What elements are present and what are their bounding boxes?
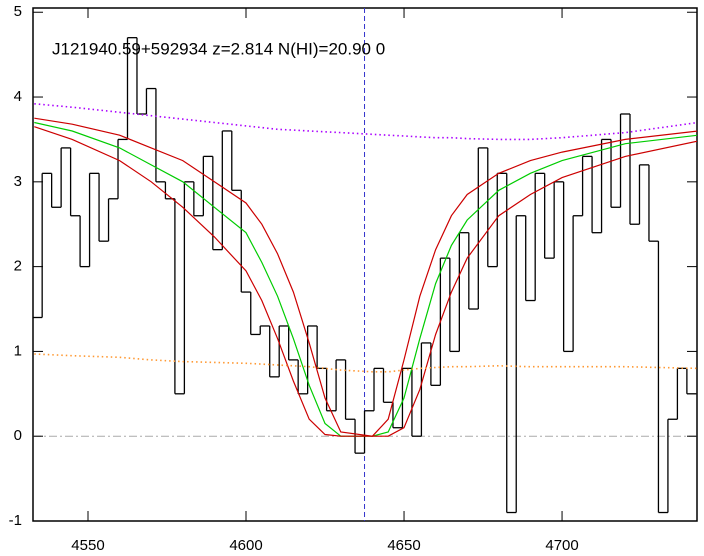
x-tick-label: 4650 bbox=[387, 537, 420, 554]
y-tick-label: 2 bbox=[14, 258, 22, 275]
y-tick-label: 0 bbox=[14, 427, 22, 444]
plot-area bbox=[33, 8, 697, 521]
y-tick-label: 4 bbox=[14, 88, 22, 105]
y-tick-label: -1 bbox=[9, 512, 22, 529]
model-line bbox=[34, 353, 697, 373]
y-tick-label: 1 bbox=[14, 342, 22, 359]
y-tick-label: 3 bbox=[14, 173, 22, 190]
model-line bbox=[34, 103, 697, 141]
chart-title: J121940.59+592934 z=2.814 N(HI)=20.90 0 bbox=[52, 39, 385, 58]
x-tick-label: 4600 bbox=[229, 537, 262, 554]
model-line bbox=[34, 126, 697, 437]
x-tick-label: 4550 bbox=[71, 537, 104, 554]
model-line bbox=[34, 117, 697, 437]
y-tick-label: 5 bbox=[14, 3, 22, 20]
x-tick-label: 4700 bbox=[545, 537, 578, 554]
